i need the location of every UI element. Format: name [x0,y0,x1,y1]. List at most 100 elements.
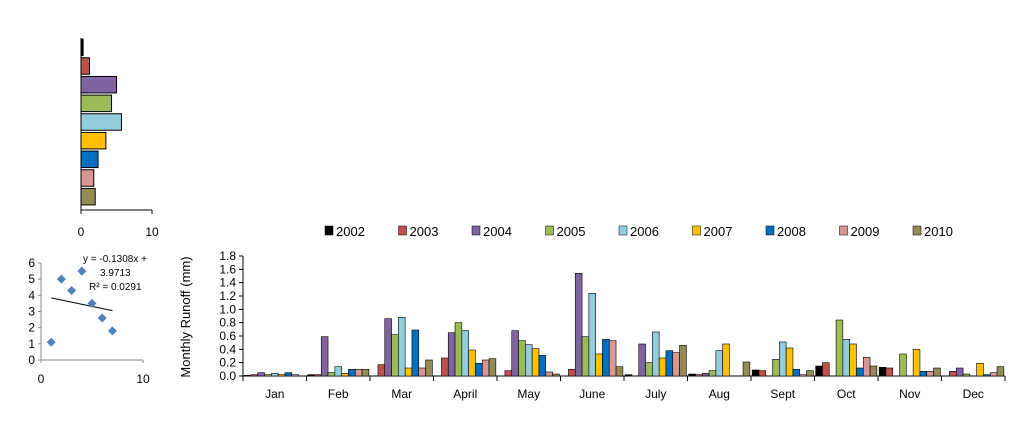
hbar-2010 [80,187,96,206]
bar-Nov-2008 [919,371,928,377]
bar-Mar-2005 [391,334,399,377]
scatter-x-tick-label: 10 [136,372,150,386]
bar-Dec-2010 [996,366,1005,377]
bar-May-2009 [545,371,553,377]
bar-April-2010 [488,358,497,377]
bar-June-2003 [568,369,576,377]
bar-Feb-2002 [307,374,315,377]
bar-May-2005 [518,340,526,377]
bar-Sept-2010 [806,370,814,377]
scatter-x-tick-label: 0 [38,372,45,386]
bar-June-2008 [602,339,610,377]
bar-Aug-2007 [722,343,730,377]
hbar-2004 [80,75,117,94]
y-axis-label: Monthly Runoff (mm) [178,256,193,377]
bar-Nov-2010 [933,367,941,377]
x-tick-label: Aug [709,387,730,401]
bar-Aug-2010 [742,361,751,377]
bar-Feb-2004 [320,336,329,377]
trendline-equation: y = -0.1308x + [83,254,147,265]
bar-Oct-2007 [849,343,857,377]
scatter-y-tick-label: 4 [28,288,35,302]
bar-Nov-2003 [885,367,894,377]
x-tick-label: Mar [391,387,412,401]
bar-July-2002 [624,374,633,377]
legend-swatch-2009 [839,225,848,236]
bar-Sept-2006 [779,341,787,377]
legend-label-2004: 2004 [483,224,512,239]
bar-Mar-2010 [425,359,433,377]
bar-Mar-2004 [384,318,392,377]
legend-swatch-2002 [324,225,334,236]
bar-Oct-2010 [869,365,878,377]
bar-May-2008 [538,355,547,377]
trendline [51,297,113,312]
scatter-chart: 0 1 2 3 4 5 6 0 10 y = -0.1308x + 3.9713 R² = 0.029… [28,254,150,386]
bar-July-2006 [652,331,660,377]
bar-Mar-2007 [404,367,413,377]
scatter-y-tick-label: 0 [28,353,35,367]
bar-Sept-2008 [792,369,801,377]
legend-label-2010: 2010 [924,224,953,239]
scatter-point [56,274,66,284]
legend-label-2007: 2007 [704,224,733,239]
bar-Feb-2003 [314,374,322,377]
bar-April-2004 [447,332,456,377]
bar-Sept-2007 [785,347,794,377]
legend-label-2003: 2003 [410,224,439,239]
bar-Mar-2008 [411,329,420,377]
bar-July-2008 [665,350,674,377]
x-tick-label: Oct [837,387,856,401]
bar-June-2010 [615,366,624,377]
x-tick-label: Jan [265,387,284,401]
legend-label-2009: 2009 [851,224,880,239]
bar-Feb-2010 [361,369,370,377]
hbar-2009 [80,169,95,187]
trendline-equation: 3.9713 [100,268,131,279]
bar-April-2006 [461,330,469,377]
bar-Nov-2002 [878,367,887,377]
bar-Mar-2006 [398,317,406,377]
bar-May-2006 [525,344,533,377]
bar-Oct-2008 [856,367,864,377]
scatter-point [87,298,97,308]
x-tick-label: Sept [770,387,795,401]
bar-Dec-2008 [983,374,991,377]
bar-Dec-2003 [949,371,957,377]
x-tick-label: May [517,387,540,401]
scatter-point [107,326,117,336]
horizontal-bar-chart: 0 10 [78,38,159,239]
bar-Dec-2004 [955,367,964,377]
y-tick-label: 0.0 [219,369,236,383]
bar-Dec-2005 [962,373,971,377]
x-tick-label: July [645,387,666,401]
hbar-2006 [80,113,122,131]
bar-Jan-2002 [243,375,252,377]
legend-swatch-2010 [912,225,922,236]
bar-July-2007 [658,357,667,377]
y-tick-label: 1.6 [219,262,236,276]
y-tick-label: 0.4 [219,342,236,356]
scatter-y-tick-label: 3 [28,305,35,319]
bar-June-2004 [574,273,583,377]
hbar-x-tick-label: 0 [78,225,85,239]
hbar-2008 [80,150,99,169]
bar-Oct-2002 [815,365,823,377]
bar-Jan-2008 [284,372,293,377]
monthly-runoff-chart: Monthly Runoff (mm) 0.00.20.40.60.81.01.… [178,249,1006,401]
bar-July-2009 [672,352,680,377]
bar-May-2010 [552,373,560,377]
bar-May-2007 [531,348,540,377]
y-tick-label: 1.4 [219,276,236,290]
legend-label-2008: 2008 [777,224,806,239]
bar-Sept-2002 [751,369,760,377]
y-tick-label: 0.8 [219,316,236,330]
hbar-2005 [80,94,113,113]
hbar-2003 [80,57,91,75]
bar-Feb-2009 [354,369,363,377]
x-tick-label: Dec [963,387,984,401]
legend: 2002 2003 2004 2005 2006 2007 2008 2009 2010 [324,224,953,239]
legend-swatch-2007 [692,225,701,236]
bar-May-2004 [511,330,519,377]
